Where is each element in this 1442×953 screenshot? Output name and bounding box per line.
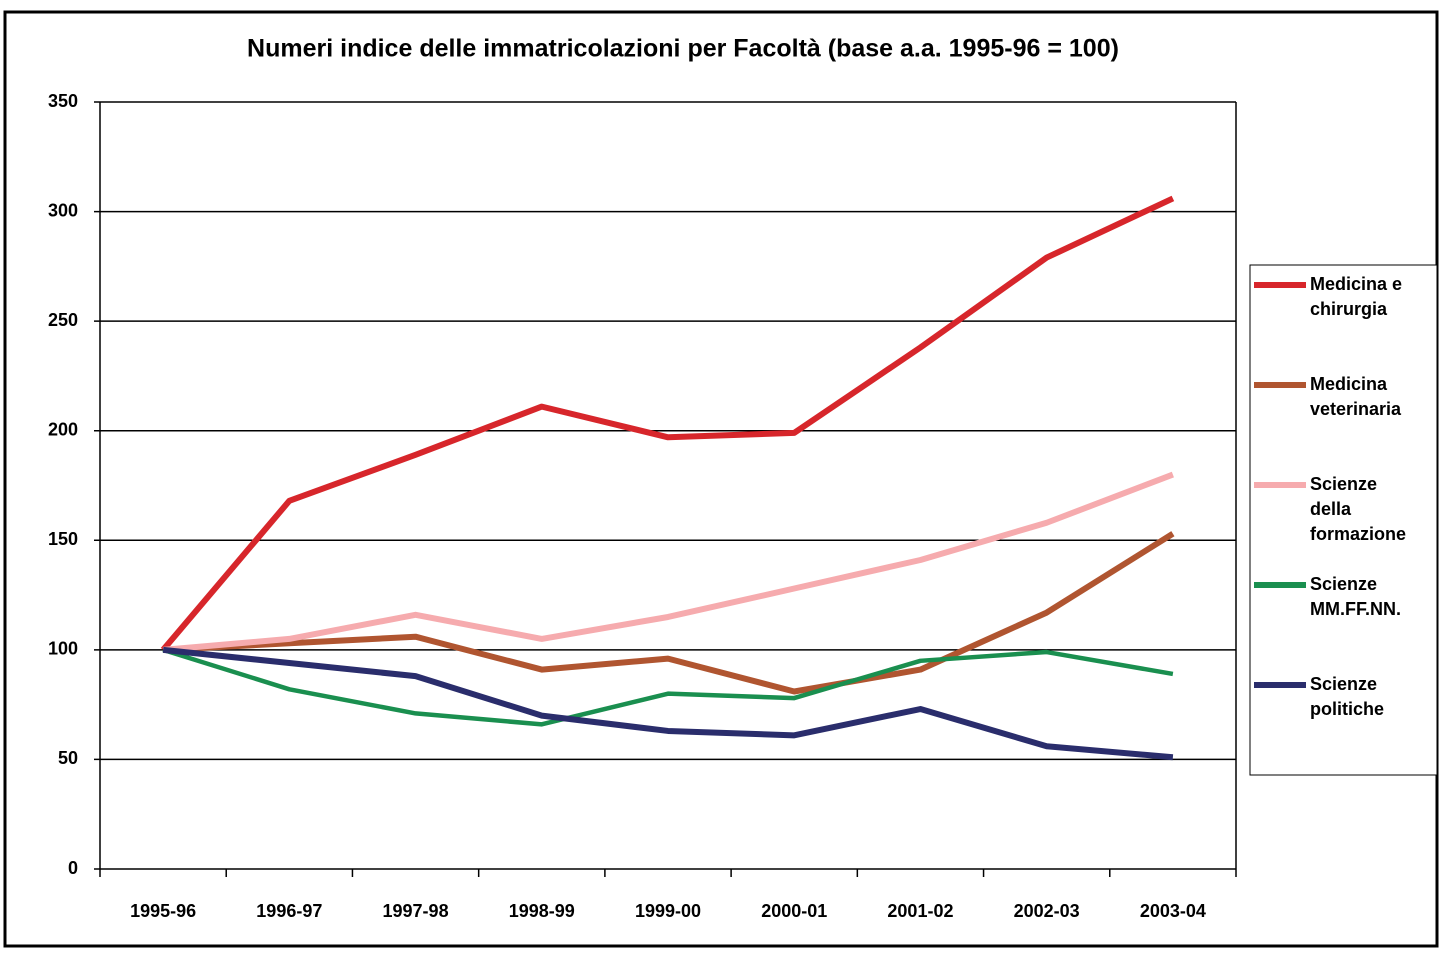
x-tick-label: 2002-03 xyxy=(1014,901,1080,921)
y-tick-label: 200 xyxy=(48,419,78,439)
series-line xyxy=(160,195,1175,652)
y-tick-label: 100 xyxy=(48,639,78,659)
series-line xyxy=(162,531,1175,695)
series-line xyxy=(162,471,1174,653)
legend-label: Medicina veterinaria xyxy=(1310,374,1402,419)
legend-label: Scienze politiche xyxy=(1310,674,1385,719)
legend-box xyxy=(1249,264,1438,776)
series-line xyxy=(162,646,1174,761)
x-tick-label: 1996-97 xyxy=(256,901,322,921)
legend-label: Scienze della formazione xyxy=(1310,474,1407,544)
frame xyxy=(3,10,1439,948)
y-tick-label: 300 xyxy=(48,200,78,220)
y-tick-label: 350 xyxy=(48,91,78,111)
x-tick-label: 1997-98 xyxy=(383,901,449,921)
x-tick-label: 2000-01 xyxy=(761,901,827,921)
y-tick-label: 50 xyxy=(58,748,78,768)
x-tick-label: 1998-99 xyxy=(509,901,575,921)
legend-label: Medicina e chirurgia xyxy=(1310,274,1403,319)
chart-title: Numeri indice delle immatricolazioni per… xyxy=(247,35,1119,63)
y-tick-label: 0 xyxy=(68,858,78,878)
y-tick-label: 150 xyxy=(48,529,78,549)
x-tick-label: 2001-02 xyxy=(887,901,953,921)
x-tick-label: 1999-00 xyxy=(635,901,701,921)
x-tick-label: 2003-04 xyxy=(1140,901,1206,921)
y-tick-label: 250 xyxy=(48,310,78,330)
series-line xyxy=(162,647,1174,727)
x-tick-label: 1995-96 xyxy=(130,901,196,921)
legend-label: Scienze MM.FF.NN. xyxy=(1310,574,1401,619)
